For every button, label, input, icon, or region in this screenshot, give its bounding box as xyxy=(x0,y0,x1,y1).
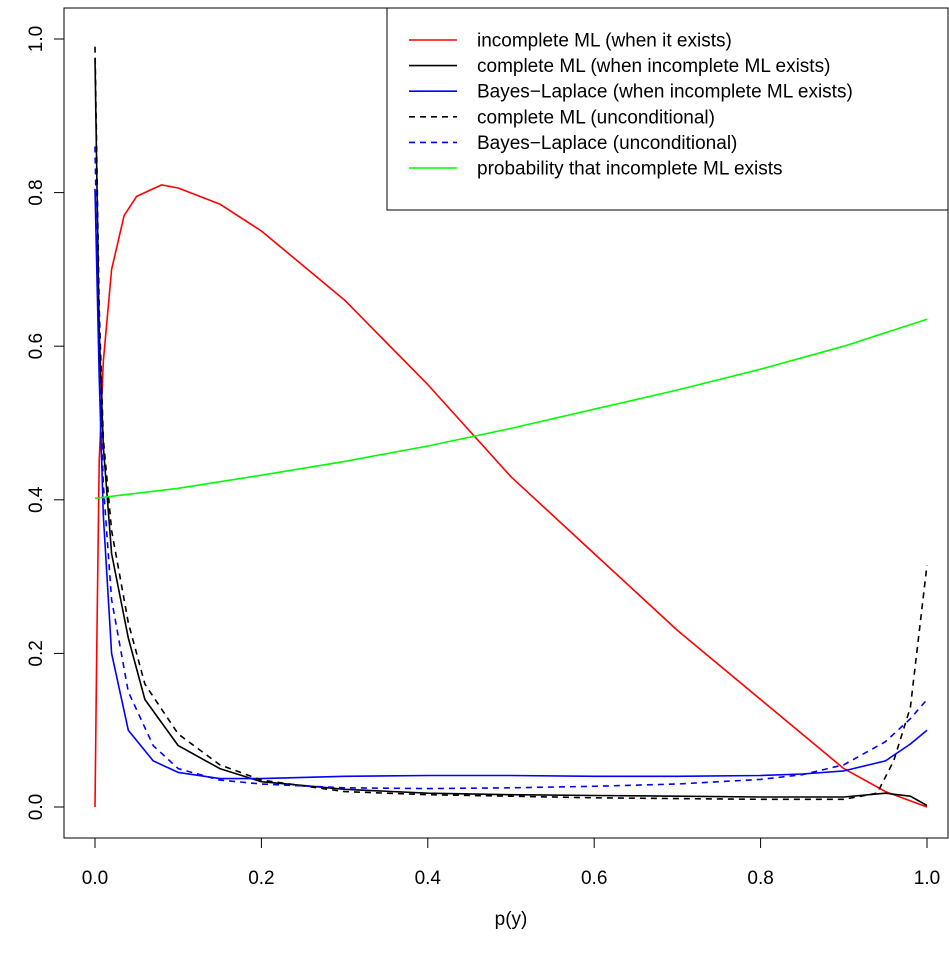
legend-label: complete ML (unconditional) xyxy=(477,107,715,128)
y-tick-label: 0.2 xyxy=(26,640,47,666)
series-layer xyxy=(94,46,928,808)
x-tick-label: 1.0 xyxy=(914,868,940,889)
x-tick-label: 0.8 xyxy=(747,868,773,889)
x-tick-label: 0.6 xyxy=(581,868,607,889)
series-line-2 xyxy=(94,58,928,807)
legend-label: probability that incomplete ML exists xyxy=(477,159,783,180)
legend-label: Bayes−Laplace (when incomplete ML exists… xyxy=(477,82,853,103)
legend-label: complete ML (when incomplete ML exists) xyxy=(477,56,830,77)
x-tick-label: 0.2 xyxy=(248,868,274,889)
legend-label: Bayes−Laplace (unconditional) xyxy=(477,133,737,154)
series-line-6 xyxy=(94,318,928,500)
x-tick-label: 0.4 xyxy=(415,868,442,889)
axes-layer: 0.0 0.2 0.4 0.6 0.8 1.0 0.0 0.2 0.4 0.6 0.8 1.0 xyxy=(26,7,949,889)
series-line-4 xyxy=(94,46,928,801)
legend-box xyxy=(386,7,949,211)
legend: incomplete ML (when it exists) complete M… xyxy=(386,7,949,211)
legend-label: incomplete ML (when it exists) xyxy=(477,31,732,52)
x-tick-label: 0.0 xyxy=(82,868,108,889)
series-line-3 xyxy=(94,188,928,780)
y-tick-label: 0.6 xyxy=(26,333,47,359)
series-line-1 xyxy=(94,184,928,808)
y-tick-label: 0.0 xyxy=(26,794,47,820)
y-tick-label: 0.8 xyxy=(26,179,47,205)
x-axis-label: p(y) xyxy=(495,909,528,930)
series-line-5 xyxy=(94,146,928,790)
y-tick-label: 1.0 xyxy=(26,26,47,52)
y-tick-label: 0.4 xyxy=(26,486,47,513)
